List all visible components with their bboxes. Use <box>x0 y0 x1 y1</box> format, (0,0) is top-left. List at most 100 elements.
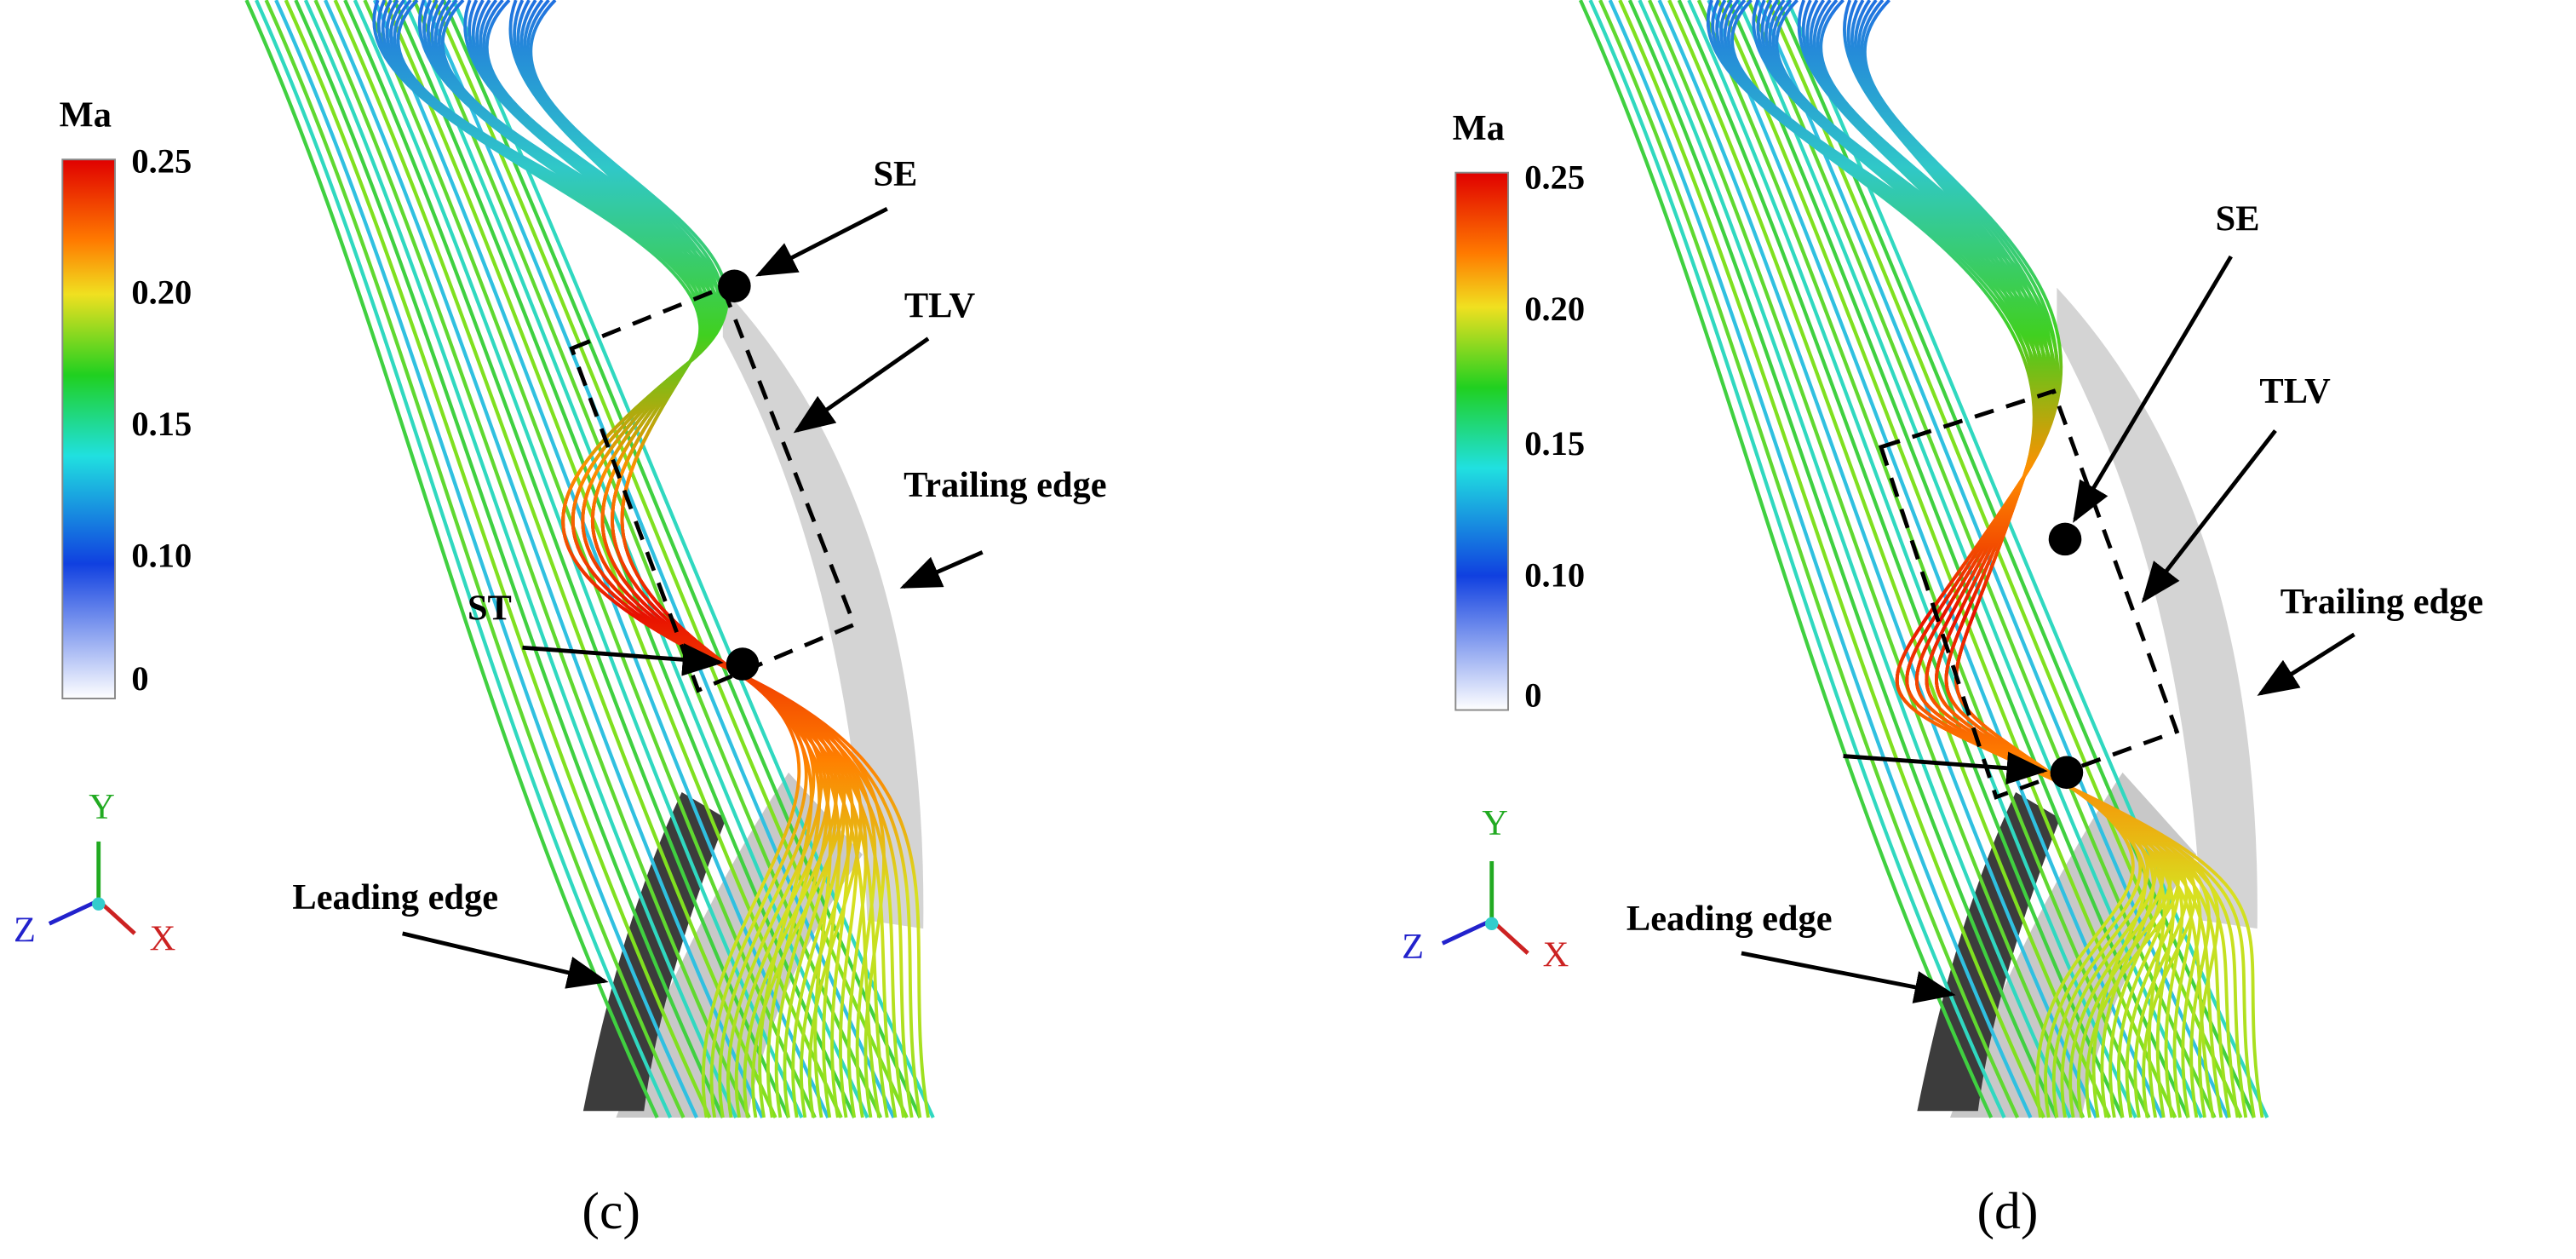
arrow <box>2141 429 2277 604</box>
streamline <box>303 0 738 1118</box>
point <box>718 269 751 303</box>
streamline <box>1657 0 2098 1118</box>
point <box>726 647 760 681</box>
colorbar-tick: 0.15 <box>131 405 192 443</box>
streamline <box>402 0 869 1118</box>
streamline <box>313 0 751 1118</box>
streamline <box>1647 0 2085 1118</box>
panel-c: Ma 0.25 0.20 0.15 0.10 0 Y Z X SE TLV Tr… <box>14 0 1107 1240</box>
arrow <box>402 931 609 989</box>
caption: (d) <box>1977 1182 2039 1240</box>
streamline <box>508 0 881 1118</box>
label-trailing-edge: Trailing edge <box>904 465 1107 505</box>
streamline <box>333 0 777 1118</box>
streamline <box>284 0 712 1118</box>
streamline <box>1707 0 2164 1118</box>
streamline <box>1863 0 2264 1118</box>
streamline <box>343 0 790 1118</box>
streamline <box>324 0 765 1118</box>
arrow <box>522 643 724 676</box>
caption: (c) <box>582 1182 640 1240</box>
streamline <box>519 0 905 1118</box>
streamline <box>1677 0 2125 1118</box>
label-trailing-edge: Trailing edge <box>2281 582 2484 622</box>
streamline <box>1627 0 2059 1118</box>
colorbar-tick: 0.10 <box>131 536 192 574</box>
axis-label: Y <box>89 787 115 827</box>
label-se: SE <box>873 154 917 194</box>
streamline <box>1856 0 2248 1118</box>
colorbar-tick: 0.10 <box>1524 555 1585 594</box>
streamline <box>264 0 686 1118</box>
colorbar <box>1454 171 1509 711</box>
streamline <box>244 0 659 1118</box>
streamline <box>294 0 725 1118</box>
streamline <box>274 0 698 1118</box>
axis-label: X <box>1543 935 1569 975</box>
axis-triad <box>1441 861 1529 955</box>
colorbar-title: Ma <box>1453 108 1505 148</box>
colorbar-tick: 0.15 <box>1524 424 1585 463</box>
streamline <box>1598 0 2019 1118</box>
streamline <box>1717 0 2177 1118</box>
arrow <box>1843 751 2048 785</box>
colorbar-tick: 0.25 <box>131 141 192 180</box>
label-st: ST <box>468 589 512 629</box>
label-leading-edge: Leading edge <box>1626 899 1833 939</box>
streamline <box>529 0 930 1118</box>
streamline <box>255 0 673 1118</box>
streamline <box>1726 0 2190 1118</box>
label-tlv: TLV <box>2259 371 2331 411</box>
dashed-box <box>1878 388 2180 800</box>
streamline <box>1578 0 1994 1118</box>
axis-label: Y <box>1482 803 1508 843</box>
colorbar <box>61 158 117 699</box>
colorbar-title: Ma <box>60 95 112 135</box>
label-se: SE <box>2216 198 2260 239</box>
streamline <box>1850 0 2231 1118</box>
arrow <box>2073 255 2233 523</box>
streamline <box>1843 0 2215 1118</box>
streamline <box>516 0 898 1118</box>
blade <box>722 287 924 929</box>
streamline <box>525 0 922 1118</box>
streamline <box>1860 0 2256 1118</box>
arrow <box>899 550 984 589</box>
colorbar-tick: 0 <box>131 659 148 698</box>
streamline <box>1667 0 2112 1118</box>
panel-d: Ma 0.25 0.20 0.15 0.10 0 Y Z X SE TLV Tr… <box>1402 0 2483 1240</box>
colorbar-tick: 0 <box>1524 675 1541 714</box>
streamline <box>1608 0 2033 1118</box>
streamline <box>1588 0 2006 1118</box>
arrow <box>1741 951 1956 1003</box>
streamline <box>1638 0 2072 1118</box>
streamline <box>513 0 889 1118</box>
axis-triad <box>48 841 136 935</box>
colorbar-tick: 0.20 <box>131 273 192 312</box>
colorbar-tick: 0.20 <box>1524 290 1585 328</box>
streamlines <box>244 0 935 1118</box>
streamline <box>1618 0 2045 1118</box>
colorbar-tick: 0.25 <box>1524 158 1585 197</box>
streamlines <box>1578 0 2269 1118</box>
axis-label: X <box>150 918 176 958</box>
label-leading-edge: Leading edge <box>292 877 498 917</box>
point <box>2048 522 2082 556</box>
dashed-box <box>569 285 858 693</box>
arrow <box>755 206 888 277</box>
streamline <box>1854 0 2240 1118</box>
streamline <box>353 0 804 1118</box>
axis-label: Z <box>1402 927 1424 967</box>
point <box>2050 756 2084 790</box>
axis-label: Z <box>14 911 36 951</box>
streamline <box>1687 0 2137 1118</box>
label-tlv: TLV <box>904 286 976 326</box>
streamline <box>393 0 857 1118</box>
streamline <box>1846 0 2223 1118</box>
arrow <box>793 336 930 434</box>
blade <box>2057 287 2258 929</box>
streamline <box>523 0 914 1118</box>
arrow <box>2257 632 2355 696</box>
